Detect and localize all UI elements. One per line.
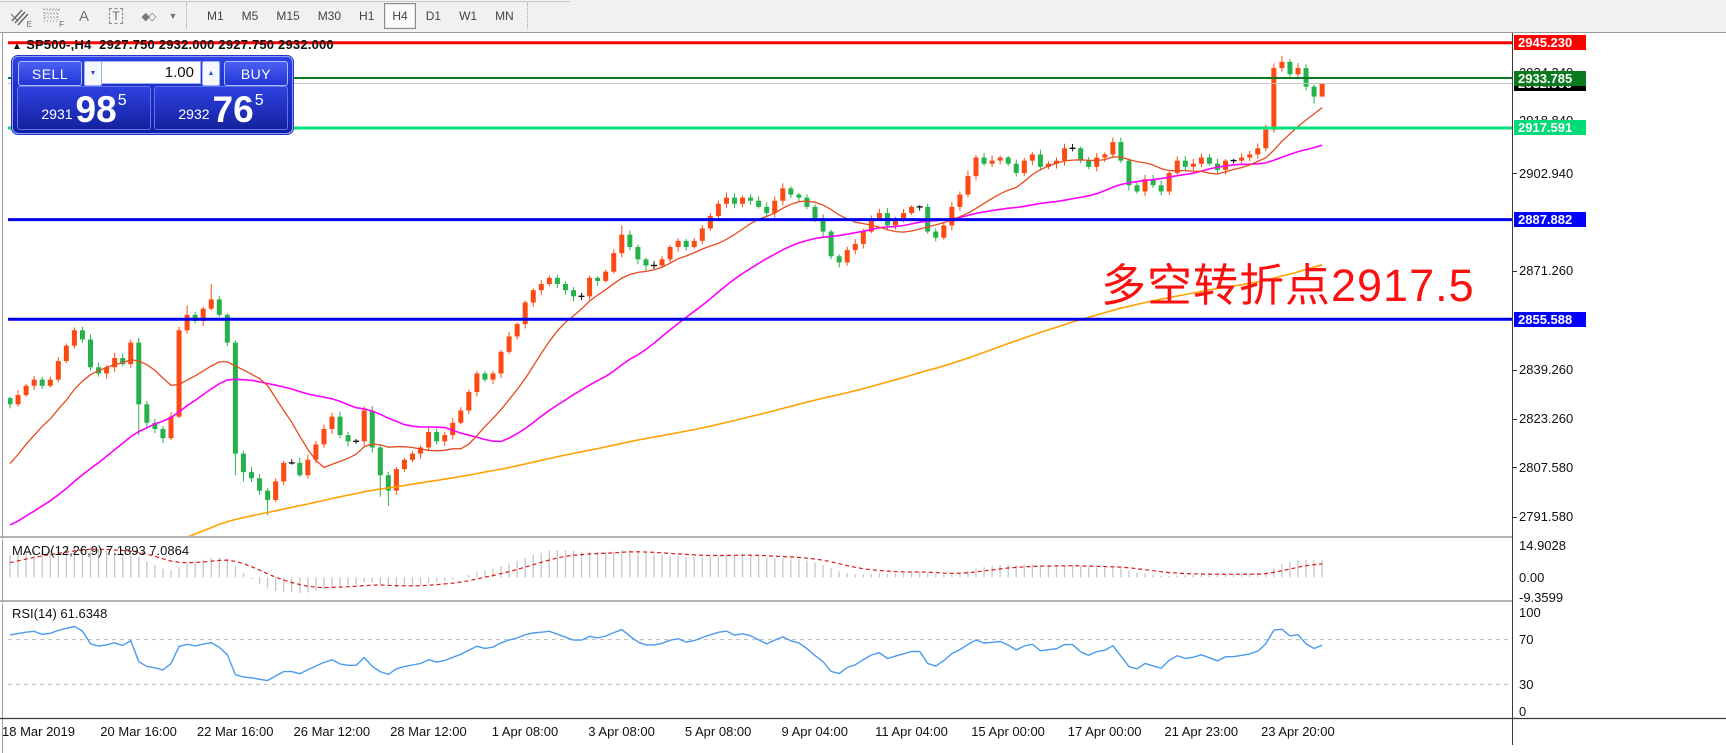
toolbar-dock-line: [0, 1, 570, 2]
macd-indicator-label: MACD(12,26,9) 7.1893 7.0864: [12, 543, 190, 558]
date-tick-label: 23 Apr 20:00: [1261, 724, 1335, 739]
price-tick-dash: [1512, 418, 1517, 420]
date-tick-label: 3 Apr 08:00: [588, 724, 655, 739]
timeframe-m1[interactable]: M1: [207, 9, 224, 23]
price-level-chip: 2945.230: [1514, 35, 1586, 51]
date-tick-label: 20 Mar 16:00: [100, 724, 177, 739]
date-tick-label: 28 Mar 12:00: [390, 724, 467, 739]
price-tick-dash: [1512, 369, 1517, 371]
ask-integer: 2932: [178, 106, 210, 122]
text-label-icon[interactable]: T: [102, 2, 130, 30]
symbol-ohlc: 2927.750 2932.000 2927.750 2932.000: [99, 37, 334, 52]
ask-price-display[interactable]: 2932 76 5: [154, 86, 288, 130]
ask-pipette: 5: [254, 92, 264, 109]
chart-symbol-title: ▲ SP500-,H4 2927.750 2932.000 2927.750 29…: [12, 37, 334, 52]
rsi-scale-tick: 30: [1519, 676, 1534, 692]
timeframe-h1[interactable]: H1: [359, 9, 375, 23]
date-tick-label: 21 Apr 23:00: [1164, 724, 1239, 739]
rsi-indicator-label: RSI(14) 61.6348: [12, 606, 108, 621]
text-label-glyph: T: [109, 8, 123, 24]
date-tick-label: 9 Apr 04:00: [781, 724, 849, 739]
bid-price-display[interactable]: 2931 98 5: [17, 86, 151, 130]
draw-studies-icon[interactable]: E: [6, 2, 34, 30]
rsi-scale-tick: 70: [1519, 632, 1534, 648]
sell-button[interactable]: SELL: [18, 61, 82, 86]
price-tick: 2839.260: [1519, 362, 1574, 378]
bid-pips: 98: [75, 88, 117, 130]
rsi-scale-tick: 0: [1519, 703, 1527, 719]
grid-properties-sub: F: [59, 20, 64, 29]
price-tick: 2791.580: [1519, 509, 1574, 525]
shapes-dropdown-icon[interactable]: ▼: [168, 11, 178, 21]
price-tick: 2807.580: [1519, 459, 1574, 475]
volume-input[interactable]: 1.00: [101, 61, 201, 84]
timeframe-h4[interactable]: H4: [384, 3, 416, 29]
price-tick: 2871.260: [1519, 263, 1574, 279]
volume-decrease-button[interactable]: ▼: [84, 61, 102, 86]
grid-properties-icon[interactable]: F: [38, 2, 66, 30]
toolbar-separator-2: [526, 3, 535, 29]
date-tick-label: 17 Apr 00:00: [1067, 724, 1142, 739]
text-a-icon[interactable]: A: [78, 7, 89, 25]
date-tick-label: 11 Apr 04:00: [875, 724, 948, 739]
date-tick-label: 5 Apr 08:00: [684, 724, 752, 739]
toolbar: E F A T ◆◇ ▼ M1 M5 M15 M30 H1 H4 D1 W1 MN: [0, 0, 1726, 33]
price-tick-dash: [1512, 467, 1517, 469]
date-tick-label: 18 Mar 2019: [2, 724, 75, 739]
timeframe-mn[interactable]: MN: [495, 9, 514, 23]
macd-scale-tick: 0.00: [1519, 570, 1545, 585]
date-tick-label: 1 Apr 08:00: [491, 724, 559, 739]
price-level-chip: 2917.591: [1514, 120, 1586, 136]
bid-pipette: 5: [117, 92, 127, 109]
chart-annotation-text: 多空转折点2917.5: [1101, 260, 1475, 311]
one-click-trading-panel: SELL ▼ 1.00 ▲ BUY 2931 98 5 2932 76 5: [12, 56, 293, 134]
macd-scale-tick: 14.9028: [1519, 538, 1566, 554]
timeframe-d1[interactable]: D1: [425, 9, 442, 23]
toolbar-separator: [186, 3, 194, 29]
symbol-collapse-arrow[interactable]: ▲: [12, 41, 23, 52]
date-tick-label: 15 Apr 00:00: [971, 724, 1045, 739]
rsi-scale-tick: 100: [1519, 604, 1541, 620]
price-tick-dash: [1512, 516, 1517, 518]
timeframe-m15[interactable]: M15: [276, 9, 300, 23]
symbol-name: SP500-,H4: [26, 37, 92, 52]
ask-pips: 76: [212, 88, 254, 130]
date-tick-label: 22 Mar 16:00: [196, 724, 274, 739]
price-level-chip: 2855.588: [1514, 311, 1586, 327]
price-tick-dash: [1512, 270, 1517, 272]
price-level-chip: 2887.882: [1514, 212, 1586, 228]
price-tick: 2823.260: [1519, 411, 1574, 427]
volume-increase-button[interactable]: ▲: [202, 61, 220, 86]
price-level-chip: 2933.785: [1514, 70, 1586, 86]
timeframe-w1[interactable]: W1: [459, 9, 478, 23]
price-tick: 2902.940: [1519, 165, 1574, 181]
price-tick-dash: [1512, 173, 1517, 175]
draw-studies-sub: E: [26, 20, 32, 29]
timeframe-m5[interactable]: M5: [241, 9, 259, 23]
macd-scale-tick: -9.3599: [1519, 589, 1564, 605]
date-tick-label: 26 Mar 12:00: [293, 724, 371, 739]
bid-integer: 2931: [41, 106, 73, 122]
timeframe-group: M1 M5 M15 M30 H1 H4 D1 W1 MN: [198, 3, 523, 29]
buy-button[interactable]: BUY: [224, 61, 288, 86]
shapes-icon[interactable]: ◆◇: [141, 10, 157, 23]
timeframe-m30[interactable]: M30: [317, 9, 342, 23]
